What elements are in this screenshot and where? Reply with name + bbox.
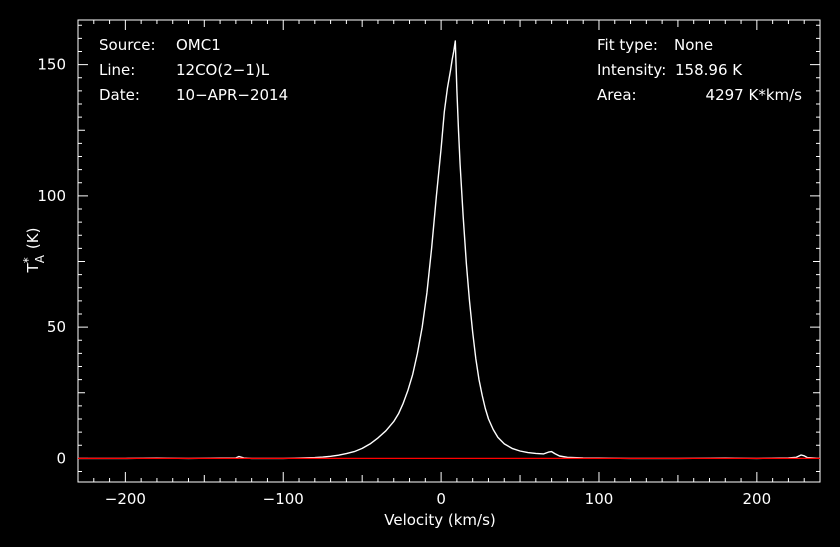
- info-source-value: OMC1: [176, 36, 221, 54]
- info-fit-type-value: None: [674, 36, 713, 54]
- series-group: [78, 40, 821, 460]
- x-tick-label: 200: [743, 490, 772, 508]
- info-date-value: 10−APR−2014: [176, 86, 288, 104]
- y-tick-label: 50: [47, 318, 66, 336]
- y-axis-label-main: T: [24, 262, 42, 273]
- info-date-key: Date:: [99, 86, 140, 104]
- info-intensity-value: 158.96 K: [675, 61, 743, 79]
- info-source-key: Source:: [99, 36, 156, 54]
- y-axis-label-unit: (K): [24, 228, 42, 250]
- y-tick-labels: 0 50 100 150: [37, 56, 66, 468]
- info-intensity-key: Intensity:: [597, 61, 666, 79]
- info-line-value: 12CO(2−1)L: [176, 61, 270, 79]
- axis-ticks: [77, 20, 821, 482]
- y-tick-label: 100: [37, 187, 66, 205]
- info-left: Source: OMC1 Line: 12CO(2−1)L Date: 10−A…: [99, 36, 288, 104]
- info-line-key: Line:: [99, 61, 135, 79]
- x-tick-labels: −200 −100 0 100 200: [105, 490, 771, 508]
- x-tick-label: −100: [263, 490, 304, 508]
- info-fit-type-key: Fit type:: [597, 36, 658, 54]
- x-tick-label: 100: [585, 490, 614, 508]
- y-axis-label-sup: *: [21, 257, 35, 263]
- y-axis-label-sub: A: [33, 254, 47, 263]
- info-area-key: Area:: [597, 86, 637, 104]
- y-axis-label: T*A (K): [21, 228, 47, 274]
- x-axis-label: Velocity (km/s): [384, 511, 495, 529]
- info-area-value: 4297 K*km/s: [706, 86, 803, 104]
- x-tick-label: 0: [436, 490, 446, 508]
- y-tick-label: 150: [37, 56, 66, 74]
- svg-text:T*A(K): T*A (K): [21, 228, 47, 274]
- x-tick-label: −200: [105, 490, 146, 508]
- info-right: Fit type: None Intensity: 158.96 K Area:…: [597, 36, 802, 104]
- spectrum-line: [78, 40, 821, 460]
- y-tick-label: 0: [56, 449, 66, 467]
- plot-frame: [77, 19, 821, 483]
